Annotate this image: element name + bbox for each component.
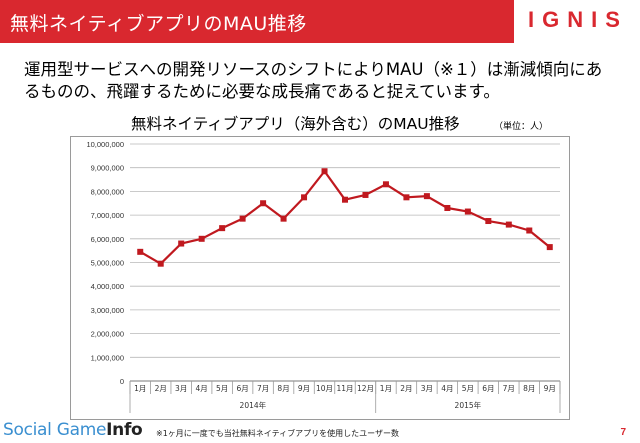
header-bar: 無料ネイティブアプリのMAU推移 IGNIS (0, 0, 640, 43)
data-point (198, 235, 205, 242)
x-tick-label: 1月 (134, 384, 146, 393)
footnote: ※1ヶ月に一度でも当社無料ネイティブアプリを使用したユーザー数 (156, 429, 399, 438)
x-tick-label: 5月 (462, 384, 474, 393)
x-tick-label: 4月 (196, 384, 208, 393)
x-tick-label: 9月 (544, 384, 556, 393)
y-tick-label: 9,000,000 (91, 164, 124, 173)
x-tick-label: 7月 (257, 384, 269, 393)
data-point (219, 225, 226, 232)
x-tick-label: 4月 (441, 384, 453, 393)
data-point (423, 193, 430, 200)
y-tick-label: 1,000,000 (91, 353, 124, 362)
y-tick-label: 3,000,000 (91, 306, 124, 315)
data-point (260, 200, 267, 207)
y-tick-label: 2,000,000 (91, 330, 124, 339)
unit-note: （単位：人） (494, 122, 549, 132)
y-tick-label: 10,000,000 (86, 140, 124, 149)
y-tick-label: 8,000,000 (91, 187, 124, 196)
y-tick-label: 4,000,000 (91, 282, 124, 291)
x-tick-label: 3月 (421, 384, 433, 393)
footer-logo: Social GameInfo (3, 420, 143, 440)
data-point (403, 194, 410, 201)
chart-svg: 0 1,000,000 2,000,000 3,000,000 4,000,000 5,0… (70, 136, 570, 420)
x-tick-label: 5月 (216, 384, 228, 393)
data-point (526, 227, 533, 234)
lead-text: 運用型サービスへの開発リソースのシフトによりMAU（※１）は漸減傾向にあるものの… (24, 60, 603, 101)
x-tick-label: 8月 (277, 384, 289, 393)
x-tick-label: 11月 (336, 384, 353, 393)
brand-logo: IGNIS (512, 0, 640, 43)
x-tick-label: 2月 (400, 384, 412, 393)
data-point (301, 194, 308, 201)
x-tick-label: 1月 (380, 384, 392, 393)
data-point (239, 215, 246, 222)
x-tick-label: 9月 (298, 384, 310, 393)
data-point (505, 221, 512, 228)
data-point (178, 240, 185, 247)
x-tick-label: 12月 (357, 384, 374, 393)
x-tick-label: 8月 (523, 384, 535, 393)
data-point (362, 191, 369, 198)
y-tick-label: 0 (120, 377, 124, 386)
year-label: 2015年 (455, 400, 482, 410)
data-point (342, 196, 348, 203)
x-tick-label: 6月 (482, 384, 494, 393)
data-point (157, 260, 164, 267)
y-tick-label: 5,000,000 (91, 259, 124, 268)
x-tick-label: 3月 (175, 384, 187, 393)
page-title: 無料ネイティブアプリのMAU推移 (10, 13, 307, 35)
chart-title: 無料ネイティブアプリ（海外含む）のMAU推移 (131, 115, 460, 133)
footer-logo-main: Social Game (3, 420, 107, 440)
y-tick-label: 7,000,000 (91, 211, 124, 220)
brand-text: IGNIS (528, 7, 628, 32)
year-label: 2014年 (240, 400, 267, 410)
y-tick-label: 6,000,000 (91, 235, 124, 244)
chart-frame (70, 136, 570, 420)
data-point (382, 181, 389, 188)
data-point (464, 208, 471, 215)
data-point (485, 218, 492, 225)
x-tick-label: 6月 (236, 384, 248, 393)
data-point (546, 244, 553, 251)
mau-line-chart: 0 1,000,000 2,000,000 3,000,000 4,000,000 5,0… (70, 136, 570, 420)
data-point (321, 168, 328, 175)
x-tick-label: 10月 (316, 384, 333, 393)
footer-logo-info: Info (106, 420, 143, 440)
data-point (280, 215, 287, 222)
page-number: 7 (620, 427, 626, 438)
data-point (444, 204, 451, 211)
data-point (137, 248, 144, 255)
x-tick-label: 7月 (503, 384, 515, 393)
x-tick-label: 2月 (155, 384, 167, 393)
